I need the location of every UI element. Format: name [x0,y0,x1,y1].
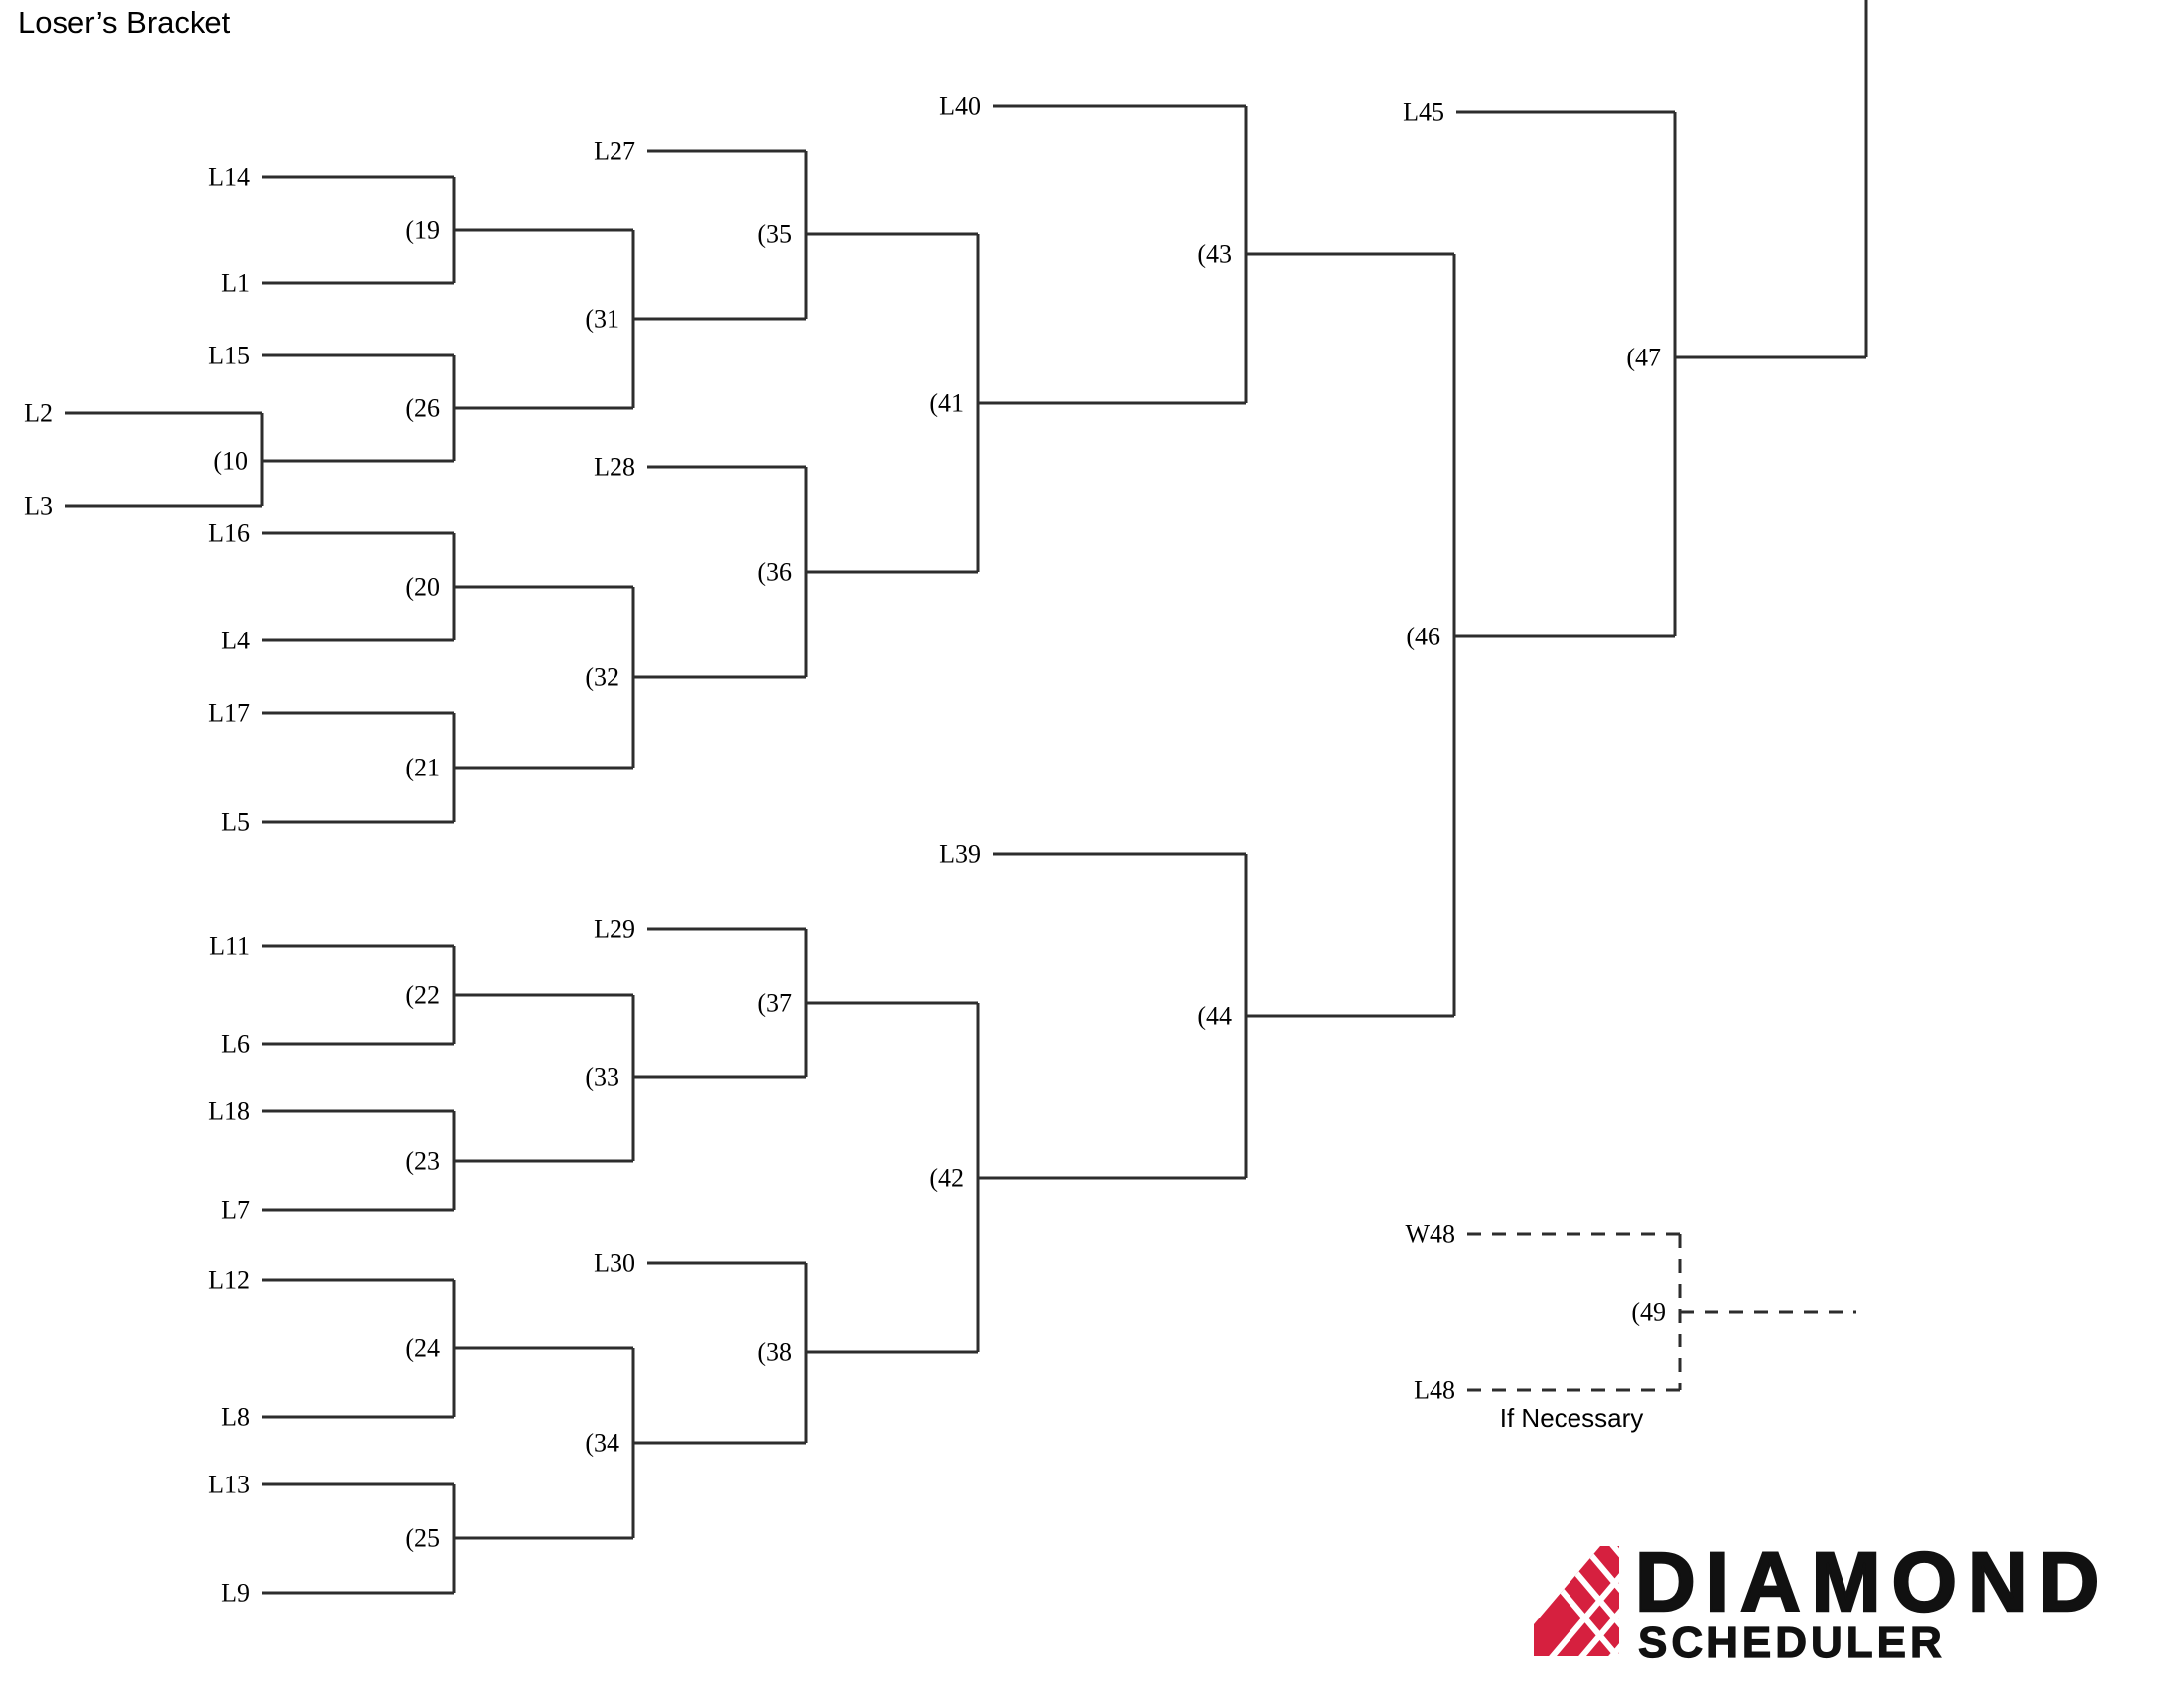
game-label-g22: (22 [405,981,440,1010]
entrant-label-L15: L15 [208,342,250,370]
entrant-label-L7: L7 [221,1196,250,1225]
game-label-g36: (36 [757,558,792,587]
game-label-g26: (26 [405,394,440,423]
entrant-label-L40: L40 [939,92,981,121]
game-label-g19: (19 [405,216,440,245]
diamond-scheduler-logo: DIAMOND SCHEDULER [1534,1534,2110,1668]
game-label-g44: (44 [1197,1002,1232,1031]
entrant-label-L9: L9 [221,1579,250,1608]
logo-subtitle: SCHEDULER [1638,1618,1946,1667]
game-label-g10: (10 [213,447,248,476]
game-label-g43: (43 [1197,240,1232,269]
game-label-g33: (33 [585,1063,619,1092]
entrant-label-L2: L2 [24,399,53,428]
game-label-g20: (20 [405,573,440,602]
entrant-label-L8: L8 [221,1403,250,1432]
entrant-label-L14: L14 [208,163,250,192]
game-label-g31: (31 [585,305,619,334]
bracket-labels: L14 L1 L15 L2 L3 L16 L4 L17 L5 L11 L6 L18 L7 L12 L8 L13… [24,92,1666,1608]
game-label-g42: (42 [929,1164,964,1193]
entrant-label-L45: L45 [1403,98,1444,127]
game-label-g38: (38 [757,1338,792,1367]
bracket-connectors [65,104,1866,1595]
entrant-label-L16: L16 [208,519,250,548]
entrant-label-L17: L17 [208,699,250,728]
game-label-g46: (46 [1406,623,1440,651]
entrant-label-L13: L13 [208,1471,250,1499]
if-necessary-note: If Necessary [1500,1403,1644,1433]
entrant-label-L18: L18 [208,1097,250,1126]
entrant-label-L3: L3 [24,492,53,521]
entrant-label-L6: L6 [221,1030,250,1058]
entrant-label-L30: L30 [594,1249,635,1278]
game-label-g32: (32 [585,663,619,692]
entrant-label-L11: L11 [209,932,250,961]
game-label-g41: (41 [929,389,964,418]
entrant-label-L5: L5 [221,808,250,837]
game-label-g47: (47 [1626,344,1661,372]
game-label-g23: (23 [405,1147,440,1176]
game-label-g35: (35 [757,220,792,249]
game-label-g25: (25 [405,1524,440,1553]
game-label-g21: (21 [405,754,440,782]
entrant-label-L29: L29 [594,915,635,944]
entrant-label-L12: L12 [208,1266,250,1295]
page-title: Loser’s Bracket [18,5,231,40]
entrant-label-L48: L48 [1414,1376,1455,1405]
game-label-g37: (37 [757,989,792,1018]
game-label-g34: (34 [585,1429,619,1458]
entrant-label-L4: L4 [221,627,250,655]
entrant-label-W48: W48 [1405,1220,1455,1249]
entrant-label-L28: L28 [594,453,635,482]
entrant-label-L1: L1 [221,269,250,298]
entrant-label-L27: L27 [594,137,635,166]
game-label-g49: (49 [1631,1298,1666,1327]
entrant-label-L39: L39 [939,840,981,869]
logo-wordmark: DIAMOND [1635,1535,2110,1628]
game-label-g24: (24 [405,1335,440,1363]
